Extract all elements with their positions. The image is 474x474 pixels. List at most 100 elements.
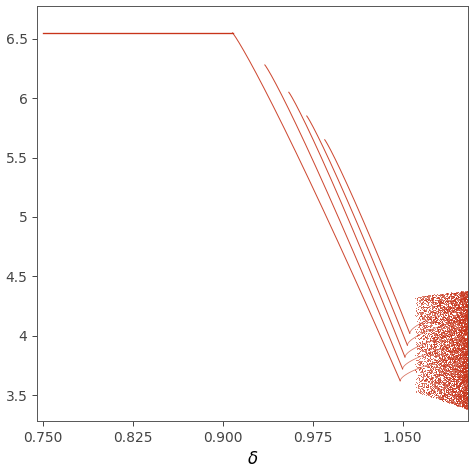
- Point: [458, 318, 466, 326]
- Point: [460, 392, 467, 400]
- Point: [429, 335, 437, 343]
- Point: [453, 324, 460, 332]
- Point: [450, 298, 458, 305]
- Point: [462, 399, 469, 406]
- Point: [461, 351, 469, 359]
- Point: [459, 372, 467, 379]
- Point: [455, 326, 462, 334]
- Point: [438, 392, 446, 400]
- Point: [427, 369, 435, 377]
- Point: [455, 331, 462, 338]
- Point: [457, 353, 465, 361]
- Point: [422, 345, 429, 353]
- Point: [421, 368, 429, 375]
- Point: [414, 356, 422, 364]
- Point: [450, 388, 457, 395]
- Point: [462, 325, 469, 333]
- Point: [464, 363, 472, 370]
- Point: [432, 334, 440, 341]
- Point: [444, 303, 451, 311]
- Point: [457, 295, 465, 303]
- Point: [455, 379, 463, 387]
- Point: [460, 345, 468, 352]
- Point: [463, 298, 471, 306]
- Point: [445, 397, 453, 405]
- Point: [421, 292, 428, 300]
- Point: [440, 361, 447, 369]
- Point: [441, 290, 449, 298]
- Point: [465, 399, 472, 407]
- Point: [456, 302, 463, 310]
- Point: [430, 329, 438, 337]
- Point: [440, 329, 447, 337]
- Point: [459, 353, 467, 360]
- Point: [417, 312, 424, 319]
- Point: [436, 344, 444, 352]
- Point: [448, 350, 456, 357]
- Point: [457, 361, 465, 368]
- Point: [464, 404, 472, 412]
- Point: [418, 321, 425, 329]
- Point: [437, 365, 444, 372]
- Point: [444, 388, 451, 396]
- Point: [463, 320, 471, 328]
- Point: [462, 348, 470, 356]
- Point: [458, 364, 466, 372]
- Point: [434, 293, 442, 301]
- Point: [458, 365, 466, 373]
- Point: [438, 363, 446, 370]
- Point: [465, 337, 472, 344]
- Point: [458, 374, 466, 381]
- Point: [439, 299, 447, 306]
- Point: [461, 355, 468, 363]
- Point: [426, 354, 434, 361]
- Point: [462, 356, 470, 364]
- Point: [447, 316, 454, 324]
- Point: [451, 318, 459, 326]
- Point: [426, 323, 433, 331]
- Point: [464, 288, 471, 296]
- Point: [428, 391, 436, 399]
- Point: [416, 381, 423, 388]
- Point: [440, 320, 448, 328]
- Point: [450, 387, 458, 395]
- Point: [442, 333, 449, 341]
- Point: [463, 371, 470, 379]
- Point: [460, 291, 467, 299]
- Point: [461, 287, 468, 295]
- Point: [414, 340, 422, 347]
- Point: [452, 383, 460, 391]
- Point: [450, 346, 457, 354]
- Point: [456, 332, 463, 340]
- Point: [450, 295, 458, 303]
- Point: [441, 385, 448, 392]
- Point: [459, 288, 466, 295]
- Point: [457, 326, 465, 334]
- Point: [461, 313, 469, 321]
- Point: [445, 321, 453, 329]
- Point: [460, 289, 468, 296]
- Point: [436, 387, 443, 395]
- Point: [442, 336, 449, 343]
- Point: [450, 328, 457, 336]
- Point: [455, 306, 463, 313]
- Point: [438, 326, 446, 334]
- Point: [450, 290, 458, 297]
- Point: [453, 365, 461, 373]
- Point: [459, 388, 467, 396]
- Point: [459, 357, 466, 365]
- Point: [458, 372, 466, 380]
- Point: [441, 333, 448, 340]
- Point: [449, 395, 456, 402]
- Point: [440, 307, 448, 315]
- Point: [453, 365, 461, 373]
- Point: [462, 326, 469, 334]
- Point: [418, 383, 425, 390]
- Point: [461, 330, 469, 337]
- Point: [453, 376, 461, 384]
- Point: [435, 297, 442, 304]
- Point: [415, 315, 423, 322]
- Point: [457, 325, 465, 333]
- Point: [454, 355, 461, 363]
- Point: [454, 361, 462, 369]
